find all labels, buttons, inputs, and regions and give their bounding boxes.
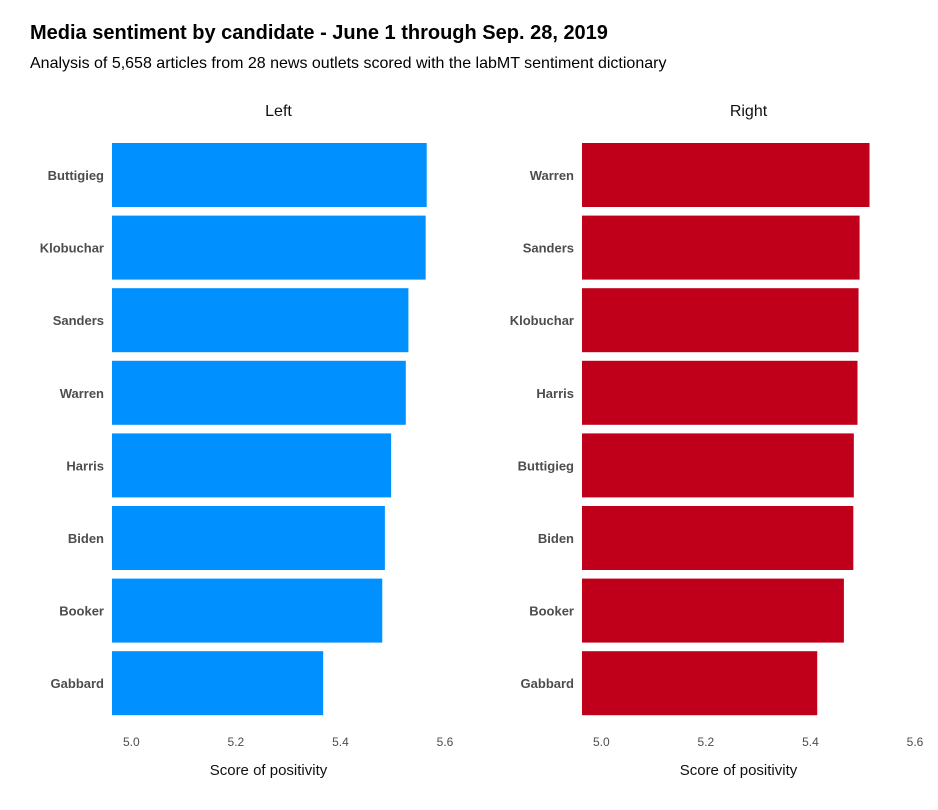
bar-left-harris <box>112 433 392 498</box>
category-label-right-booker: Booker <box>529 604 574 619</box>
bar-left-gabbard <box>112 651 324 716</box>
category-label-right-warren: Warren <box>530 168 574 183</box>
bar-left-biden <box>112 506 385 570</box>
category-label-right-sanders: Sanders <box>523 241 574 256</box>
x-tick-label-right: 5.6 <box>907 735 924 749</box>
category-label-left-klobuchar: Klobuchar <box>40 241 104 256</box>
bar-right-booker <box>582 578 844 643</box>
x-tick-label-right: 5.0 <box>593 735 610 749</box>
chart-subtitle: Analysis of 5,658 articles from 28 news … <box>30 55 667 72</box>
chart-title: Media sentiment by candidate - June 1 th… <box>30 22 608 44</box>
category-label-left-warren: Warren <box>60 386 104 401</box>
bar-right-sanders <box>582 215 860 280</box>
bar-left-sanders <box>112 288 409 353</box>
category-label-right-buttigieg: Buttigieg <box>518 458 574 473</box>
bar-right-klobuchar <box>582 288 859 353</box>
category-label-right-biden: Biden <box>538 531 574 546</box>
x-axis-title-right: Score of positivity <box>680 762 798 779</box>
facet-label-right: Right <box>730 103 768 120</box>
bar-left-buttigieg <box>112 143 427 207</box>
x-tick-label-left: 5.2 <box>228 735 245 749</box>
category-label-left-booker: Booker <box>59 604 104 619</box>
x-tick-label-left: 5.4 <box>332 735 349 749</box>
category-label-right-harris: Harris <box>536 386 574 401</box>
bar-right-harris <box>582 360 858 425</box>
x-tick-label-right: 5.4 <box>802 735 819 749</box>
x-tick-label-right: 5.2 <box>698 735 715 749</box>
x-tick-label-left: 5.6 <box>437 735 454 749</box>
category-label-left-harris: Harris <box>66 458 104 473</box>
bar-right-warren <box>582 143 870 207</box>
category-label-left-biden: Biden <box>68 531 104 546</box>
x-tick-label-left: 5.0 <box>123 735 140 749</box>
bar-right-biden <box>582 506 854 570</box>
category-label-left-sanders: Sanders <box>53 313 104 328</box>
bar-left-klobuchar <box>112 215 426 280</box>
bar-right-buttigieg <box>582 433 854 498</box>
category-label-left-buttigieg: Buttigieg <box>48 168 104 183</box>
category-label-right-gabbard: Gabbard <box>521 676 575 691</box>
bar-right-gabbard <box>582 651 818 716</box>
x-axis-title-left: Score of positivity <box>210 762 328 779</box>
bar-left-warren <box>112 360 406 425</box>
category-label-right-klobuchar: Klobuchar <box>510 313 574 328</box>
facet-label-left: Left <box>265 103 292 120</box>
category-label-left-gabbard: Gabbard <box>51 676 105 691</box>
bar-left-booker <box>112 578 383 643</box>
